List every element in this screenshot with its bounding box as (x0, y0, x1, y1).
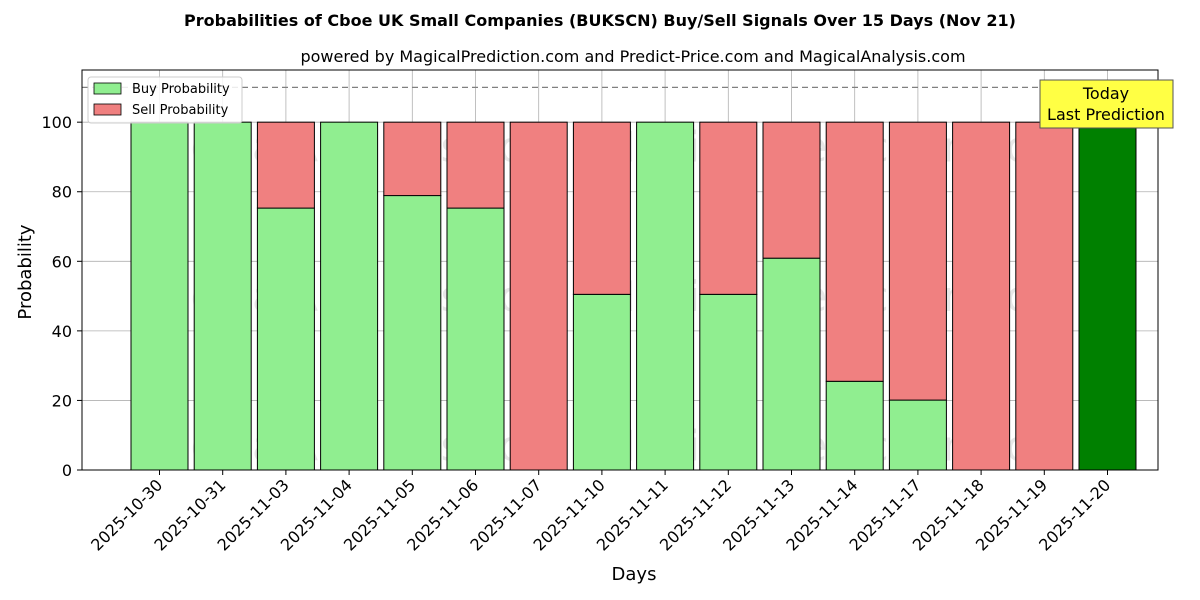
y-tick-label: 100 (41, 113, 72, 132)
y-axis-ticks: 0 20 40 60 80 100 (41, 113, 82, 480)
buy-bar-2025-11-14 (825, 380, 884, 471)
x-axis-label: Days (612, 564, 657, 585)
buy-bar-2025-11-20 (1078, 121, 1137, 471)
legend-swatch-buy (93, 82, 122, 95)
sell-bar-2025-11-07 (509, 121, 568, 471)
buy-bar-2025-11-06 (446, 207, 505, 471)
buy-bar-2025-11-13 (762, 257, 821, 471)
legend-box (87, 76, 243, 124)
legend: Buy Probability Sell Probability (87, 76, 243, 124)
y-tick-label: 60 (52, 252, 72, 271)
buy-bar-2025-11-05 (383, 195, 442, 471)
plot-frame (81, 69, 1159, 471)
sell-bar-2025-11-17 (888, 121, 947, 401)
legend-label-buy: Buy Probability (132, 82, 230, 97)
legend-label-sell: Sell Probability (132, 103, 229, 118)
sell-bar-2025-11-14 (825, 121, 884, 382)
sell-bar-2025-11-13 (762, 121, 821, 259)
buy-bar-2025-11-10 (572, 293, 631, 471)
today-annotation: Today Last Prediction (1039, 79, 1174, 129)
buy-bar-2025-11-03 (256, 207, 315, 471)
buy-bar-2025-11-04 (320, 121, 379, 471)
sell-bar-2025-11-18 (952, 121, 1011, 471)
sell-bar-2025-11-05 (383, 121, 442, 197)
sell-bar-2025-11-03 (256, 121, 315, 209)
buy-bar-2025-10-30 (130, 121, 189, 471)
buy-bar-2025-11-11 (636, 121, 695, 471)
y-tick-label: 80 (52, 183, 72, 202)
chart-title: Probabilities of Cboe UK Small Companies… (184, 11, 1016, 30)
annotation-line-1: Today (1082, 84, 1129, 103)
annotation-box (1039, 79, 1174, 129)
y-tick-label: 40 (52, 322, 72, 341)
sell-bar-2025-11-06 (446, 121, 505, 209)
x-axis-ticks: 2025-10-302025-10-312025-11-032025-11-04… (87, 470, 1114, 555)
sell-bar-2025-11-19 (1015, 121, 1074, 471)
y-tick-label: 0 (62, 461, 72, 480)
y-tick-label: 20 (52, 391, 72, 410)
buy-bar-2025-11-17 (888, 399, 947, 471)
bars (130, 121, 1137, 471)
annotation-line-2: Last Prediction (1047, 105, 1165, 124)
chart-subtitle: powered by MagicalPrediction.com and Pre… (300, 47, 965, 66)
sell-bar-2025-11-10 (572, 121, 631, 295)
buy-bar-2025-11-12 (699, 293, 758, 471)
legend-swatch-sell (93, 103, 122, 116)
buy-bar-2025-10-31 (193, 121, 252, 471)
y-axis-label: Probability (15, 224, 36, 319)
sell-bar-2025-11-12 (699, 121, 758, 295)
